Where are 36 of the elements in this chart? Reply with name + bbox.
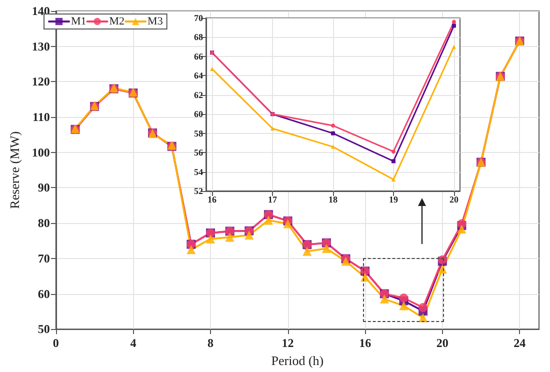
legend-label: M1 [71, 16, 86, 28]
x-tick-label: 17 [268, 194, 278, 204]
y-tick-label: 130 [32, 39, 50, 54]
y-tick-label: 100 [32, 145, 50, 160]
x-axis-title: Period (h) [271, 353, 324, 368]
x-tick-label: 20 [436, 336, 448, 350]
y-tick-label: 120 [32, 74, 50, 89]
y-tick-label: 70 [194, 13, 204, 23]
x-tick-label: 4 [130, 336, 136, 350]
y-tick-label: 64 [194, 70, 204, 81]
x-tick-label: 20 [449, 194, 459, 204]
y-tick-label: 70 [38, 251, 50, 266]
x-tick-label: 19 [388, 194, 398, 204]
y-tick-label: 60 [38, 286, 50, 301]
y-tick-label: 52 [194, 186, 204, 196]
x-tick-label: 12 [282, 336, 294, 350]
y-tick-label: 50 [38, 322, 50, 336]
x-tick-label: 0 [52, 336, 59, 350]
y-tick-label: 80 [38, 216, 50, 230]
y-axis-title: Reserve (MW) [7, 131, 22, 209]
x-tick-label: 8 [207, 336, 214, 350]
y-tick-label: 60 [194, 109, 204, 120]
y-tick-label: 66 [194, 51, 204, 62]
y-tick-label: 110 [32, 110, 50, 124]
y-tick-label: 56 [194, 148, 204, 158]
y-tick-label: 54 [194, 166, 204, 177]
y-tick-label: 68 [194, 32, 204, 42]
y-tick-label: 90 [38, 180, 50, 195]
y-tick-label: 58 [194, 128, 204, 138]
x-tick-label: 24 [514, 336, 526, 350]
legend-label: M2 [109, 16, 125, 28]
y-tick-label: 62 [194, 90, 204, 100]
legend-label: M3 [148, 16, 164, 28]
x-tick-label: 16 [208, 194, 218, 204]
x-tick-label: 16 [359, 336, 372, 350]
x-tick-label: 18 [328, 194, 338, 204]
